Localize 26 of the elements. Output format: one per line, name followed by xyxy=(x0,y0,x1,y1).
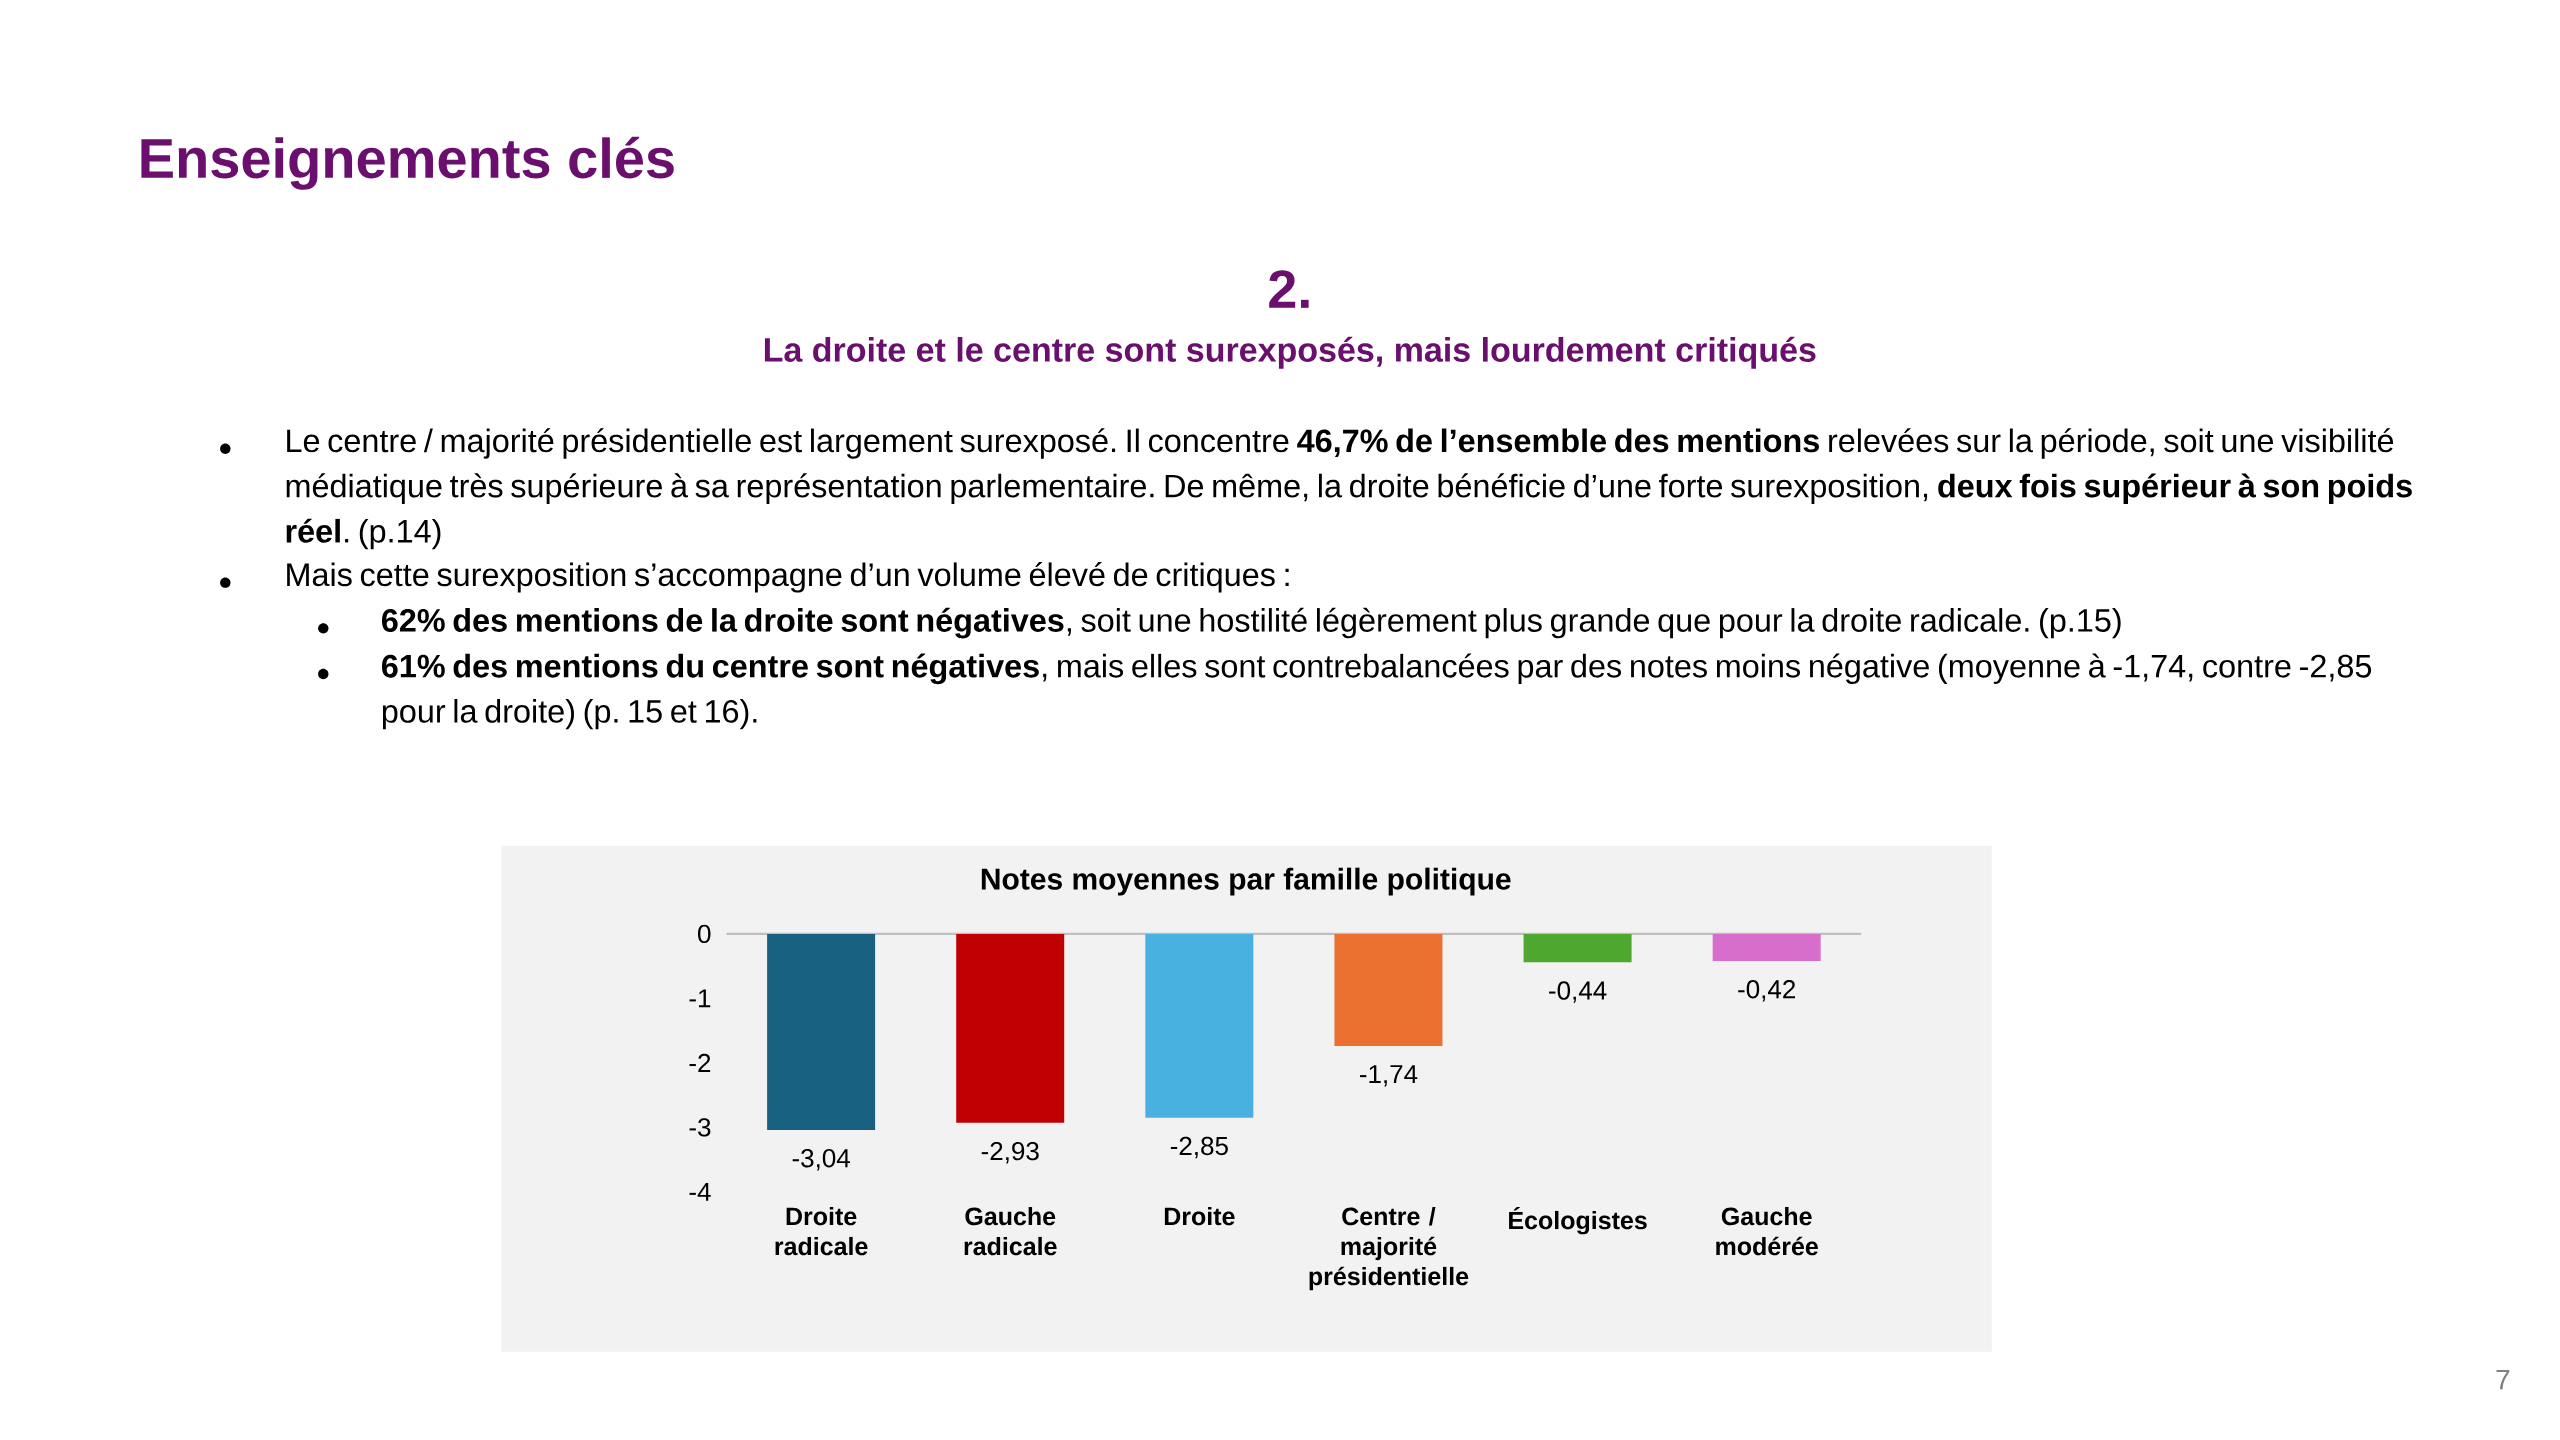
y-tick-label: -1 xyxy=(689,989,711,1008)
y-tick-label: -3 xyxy=(689,1118,711,1137)
x-tick-label: Gauche modérée xyxy=(1716,1206,1818,1256)
x-tick-label: Écologistes xyxy=(1509,1206,1647,1235)
y-tick-label: -4 xyxy=(689,1182,711,1201)
text: Le centre / majorité présidentielle est largement surexposé. Il concentre 46,7% de l’ensemble des mentions relevées sur la période, soit une visibilité médiatique très supérieure à sa représentation parlementaire. De même, la droite bénéficie d’une forte surexposition, deux fois supérieur à son poids réel. (p.14) xyxy=(286,428,2412,550)
text: 61% des mentions du centre sont négatives, mais elles sont contrebalancées par des notes moins négative (moyenne à -1,74, contre -2,85 pour la droite) (p. 15 et 16). xyxy=(382,653,2372,730)
y-tick-label: 0 xyxy=(698,924,711,944)
text: 62% des mentions de la droite sont négatives, soit une hostilité légèrement plus grande que pour la droite radicale. (p.15) xyxy=(382,607,2121,639)
text: Enseignements clés xyxy=(141,136,674,190)
data-label: -0,42 xyxy=(1738,980,1795,1002)
text: La droite et le centre sont surexposés, mais lourdement critiqués xyxy=(764,336,1816,369)
data-label: -2,93 xyxy=(981,1141,1039,1164)
text: Mais cette surexposition s’accompagne d’un volume élevé de critiques : xyxy=(287,562,1289,593)
x-tick-label: Gauche radicale xyxy=(964,1206,1057,1256)
x-tick-label: Droite xyxy=(1164,1206,1235,1226)
y-tick-label: -2 xyxy=(689,1053,711,1072)
text: 7 xyxy=(2496,1369,2510,1390)
data-label: -3,04 xyxy=(792,1148,850,1171)
x-tick-label: Centre / majorité présidentielle xyxy=(1309,1206,1469,1291)
text: 2. xyxy=(1269,270,1309,308)
chart-title: Notes moyennes par famille politique xyxy=(981,867,1511,896)
x-tick-label: Droite radicale xyxy=(775,1206,868,1256)
data-label: -2,85 xyxy=(1170,1136,1228,1159)
data-label: -1,74 xyxy=(1359,1065,1418,1087)
data-label: -0,44 xyxy=(1549,981,1607,1003)
